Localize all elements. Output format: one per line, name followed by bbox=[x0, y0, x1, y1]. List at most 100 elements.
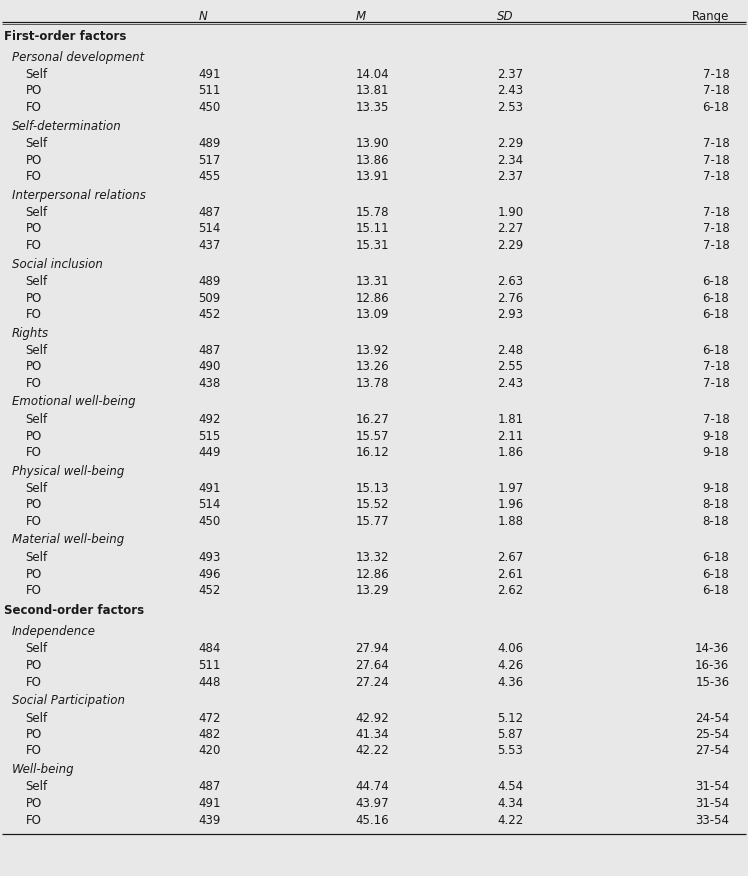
Text: 4.54: 4.54 bbox=[497, 781, 524, 794]
Text: 438: 438 bbox=[198, 377, 221, 390]
Text: 13.92: 13.92 bbox=[355, 344, 389, 357]
Text: 6-18: 6-18 bbox=[702, 568, 729, 581]
Text: Well-being: Well-being bbox=[12, 763, 74, 776]
Text: 15.13: 15.13 bbox=[355, 482, 389, 495]
Text: Self: Self bbox=[25, 344, 48, 357]
Text: 514: 514 bbox=[198, 223, 221, 236]
Text: 4.26: 4.26 bbox=[497, 659, 524, 672]
Text: Physical well-being: Physical well-being bbox=[12, 464, 124, 477]
Text: 13.81: 13.81 bbox=[355, 84, 389, 97]
Text: 2.37: 2.37 bbox=[497, 68, 524, 81]
Text: 6-18: 6-18 bbox=[702, 308, 729, 321]
Text: PO: PO bbox=[25, 292, 42, 305]
Text: FO: FO bbox=[25, 584, 42, 597]
Text: Self: Self bbox=[25, 275, 48, 288]
Text: M: M bbox=[355, 10, 366, 23]
Text: 496: 496 bbox=[198, 568, 221, 581]
Text: PO: PO bbox=[25, 361, 42, 373]
Text: 12.86: 12.86 bbox=[355, 568, 389, 581]
Text: Range: Range bbox=[692, 10, 729, 23]
Text: 6-18: 6-18 bbox=[702, 344, 729, 357]
Text: 2.43: 2.43 bbox=[497, 377, 524, 390]
Text: Material well-being: Material well-being bbox=[12, 533, 124, 547]
Text: 15.52: 15.52 bbox=[355, 498, 389, 512]
Text: 9-18: 9-18 bbox=[702, 429, 729, 442]
Text: 484: 484 bbox=[198, 642, 221, 655]
Text: Social inclusion: Social inclusion bbox=[12, 258, 102, 271]
Text: PO: PO bbox=[25, 498, 42, 512]
Text: 43.97: 43.97 bbox=[355, 797, 389, 810]
Text: 2.55: 2.55 bbox=[497, 361, 524, 373]
Text: 455: 455 bbox=[198, 170, 221, 183]
Text: 2.67: 2.67 bbox=[497, 551, 524, 564]
Text: 7-18: 7-18 bbox=[702, 206, 729, 219]
Text: Self: Self bbox=[25, 711, 48, 724]
Text: PO: PO bbox=[25, 429, 42, 442]
Text: 7-18: 7-18 bbox=[702, 84, 729, 97]
Text: 2.63: 2.63 bbox=[497, 275, 524, 288]
Text: 9-18: 9-18 bbox=[702, 446, 729, 459]
Text: 41.34: 41.34 bbox=[355, 728, 389, 741]
Text: 2.37: 2.37 bbox=[497, 170, 524, 183]
Text: 13.35: 13.35 bbox=[355, 101, 389, 114]
Text: 15-36: 15-36 bbox=[695, 675, 729, 689]
Text: 42.22: 42.22 bbox=[355, 745, 389, 758]
Text: 7-18: 7-18 bbox=[702, 68, 729, 81]
Text: PO: PO bbox=[25, 659, 42, 672]
Text: Self: Self bbox=[25, 206, 48, 219]
Text: 5.12: 5.12 bbox=[497, 711, 524, 724]
Text: 9-18: 9-18 bbox=[702, 482, 729, 495]
Text: FO: FO bbox=[25, 814, 42, 826]
Text: 511: 511 bbox=[198, 84, 221, 97]
Text: PO: PO bbox=[25, 728, 42, 741]
Text: 514: 514 bbox=[198, 498, 221, 512]
Text: FO: FO bbox=[25, 377, 42, 390]
Text: 7-18: 7-18 bbox=[702, 413, 729, 426]
Text: 2.53: 2.53 bbox=[497, 101, 524, 114]
Text: 13.31: 13.31 bbox=[355, 275, 389, 288]
Text: 2.43: 2.43 bbox=[497, 84, 524, 97]
Text: 15.31: 15.31 bbox=[355, 239, 389, 252]
Text: 42.92: 42.92 bbox=[355, 711, 389, 724]
Text: 482: 482 bbox=[198, 728, 221, 741]
Text: 487: 487 bbox=[198, 781, 221, 794]
Text: 13.86: 13.86 bbox=[355, 153, 389, 166]
Text: Self: Self bbox=[25, 551, 48, 564]
Text: 491: 491 bbox=[198, 797, 221, 810]
Text: 4.06: 4.06 bbox=[497, 642, 524, 655]
Text: 13.91: 13.91 bbox=[355, 170, 389, 183]
Text: 6-18: 6-18 bbox=[702, 101, 729, 114]
Text: 24-54: 24-54 bbox=[695, 711, 729, 724]
Text: 491: 491 bbox=[198, 482, 221, 495]
Text: 8-18: 8-18 bbox=[702, 515, 729, 528]
Text: N: N bbox=[198, 10, 207, 23]
Text: 487: 487 bbox=[198, 206, 221, 219]
Text: Personal development: Personal development bbox=[12, 51, 144, 63]
Text: 25-54: 25-54 bbox=[695, 728, 729, 741]
Text: Independence: Independence bbox=[12, 625, 96, 638]
Text: 2.62: 2.62 bbox=[497, 584, 524, 597]
Text: 7-18: 7-18 bbox=[702, 137, 729, 150]
Text: 5.87: 5.87 bbox=[497, 728, 524, 741]
Text: Interpersonal relations: Interpersonal relations bbox=[12, 188, 146, 201]
Text: 2.93: 2.93 bbox=[497, 308, 524, 321]
Text: 7-18: 7-18 bbox=[702, 361, 729, 373]
Text: FO: FO bbox=[25, 446, 42, 459]
Text: Self: Self bbox=[25, 482, 48, 495]
Text: First-order factors: First-order factors bbox=[4, 30, 126, 43]
Text: 437: 437 bbox=[198, 239, 221, 252]
Text: 449: 449 bbox=[198, 446, 221, 459]
Text: 6-18: 6-18 bbox=[702, 292, 729, 305]
Text: 27-54: 27-54 bbox=[695, 745, 729, 758]
Text: 517: 517 bbox=[198, 153, 221, 166]
Text: Self: Self bbox=[25, 68, 48, 81]
Text: FO: FO bbox=[25, 170, 42, 183]
Text: FO: FO bbox=[25, 745, 42, 758]
Text: 12.86: 12.86 bbox=[355, 292, 389, 305]
Text: 1.81: 1.81 bbox=[497, 413, 524, 426]
Text: 452: 452 bbox=[198, 584, 221, 597]
Text: 450: 450 bbox=[198, 515, 221, 528]
Text: 5.53: 5.53 bbox=[497, 745, 524, 758]
Text: 13.26: 13.26 bbox=[355, 361, 389, 373]
Text: 15.57: 15.57 bbox=[355, 429, 389, 442]
